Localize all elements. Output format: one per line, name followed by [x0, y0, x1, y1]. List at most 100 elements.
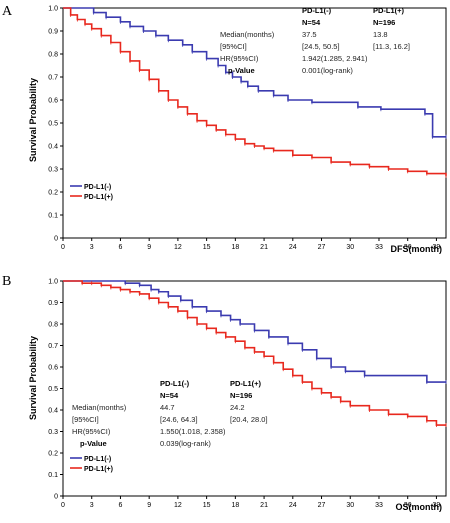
stats-a-median-label: Median(months) [220, 30, 275, 39]
panel-b-y-tick-label: 0.8 [48, 322, 58, 329]
panel-b-y-tick-label: 0.7 [48, 343, 58, 350]
stats-b-median-label: Median(months) [72, 403, 127, 412]
stats-b-n2: N=196 [230, 391, 252, 400]
panel-a-y-tick-label: 0.6 [48, 98, 58, 105]
stats-a-median1: 37.5 [302, 30, 317, 39]
panel-a-axes: 00.10.20.30.40.50.60.70.80.91.00 3 6 9 12 15 1… [48, 6, 447, 251]
panel-b-plot-frame [62, 280, 447, 497]
panel-a-x-tick-label: 6 [118, 244, 122, 251]
stats-b-p-label: p-Value [80, 439, 107, 448]
stats-a-p: 0.001(log-rank) [302, 66, 353, 75]
panel-a-y-tick-label: 0.5 [48, 121, 58, 128]
panel-a-x-tick-label: 27 [318, 244, 326, 251]
legend-b-label-neg: PD-L1(-) [84, 456, 111, 463]
panel-a-x-tick-label: 30 [346, 244, 354, 251]
panel-b-y-tick-label: 0.3 [48, 429, 58, 436]
panel-a-x-tick-label: 36 [404, 244, 412, 251]
panel-b-x-tick-label: 21 [260, 502, 268, 509]
panel-b-legend: PD-L1(-) PD-L1(+) [70, 456, 113, 473]
panel-a-x-tick-label: 39 [433, 244, 441, 251]
panel-b-x-tick-label: 9 [147, 502, 151, 509]
panel-b-y-tick-label: 1.0 [48, 279, 58, 286]
panel-a-y-tick-label: 0.1 [48, 213, 58, 220]
panel-b-x-tick-label: 24 [289, 502, 297, 509]
panel-b-x-axis-label: OS(month) [396, 502, 443, 512]
panel-b: B Survival Probability OS(month) 0 0.1 0.2… [2, 274, 447, 512]
panel-a-y-axis-label: Survival Probability [28, 78, 38, 162]
panel-b-stats-table: PD-L1(-) PD-L1(+) N=54 N=196 Median(mont… [72, 379, 268, 448]
panel-b-y-tick-label: 0.5 [48, 386, 58, 393]
panel-b-curve-pd-l1-neg [63, 280, 446, 383]
panel-a-y-tick-label: 0 [54, 236, 58, 243]
panel-b-x-tick-label: 6 [118, 502, 122, 509]
panel-a-y-tick-label: 0.9 [48, 29, 58, 36]
panel-a-x-tick-label: 18 [231, 244, 239, 251]
stats-a-median2: 13.8 [373, 30, 388, 39]
stats-b-hr-label: HR(95%CI) [72, 427, 111, 436]
legend-b-label-pos: PD-L1(+) [84, 466, 113, 473]
panel-b-x-tick-label: 36 [404, 502, 412, 509]
panel-a-x-axis-label: DFS(month) [391, 244, 443, 254]
panel-b-x-tick-label: 30 [346, 502, 354, 509]
stats-b-median2: 24.2 [230, 403, 245, 412]
panel-a-y-tick-label: 0.4 [48, 144, 58, 151]
panel-a-x-tick-label: 33 [375, 244, 383, 251]
panel-a-x-tick-label: 12 [174, 244, 182, 251]
panel-b-x-tick-label: 12 [174, 502, 182, 509]
stats-b-hr: 1.550(1.018, 2.358) [160, 427, 226, 436]
panel-b-y-tick-label: 0.1 [48, 472, 58, 479]
stats-b-median1: 44.7 [160, 403, 175, 412]
panel-a-y-tick-label: 0.3 [48, 167, 58, 174]
stats-b-ci1: [24.6, 64.3] [160, 415, 198, 424]
panel-a-label: A [2, 4, 13, 19]
stats-b-p: 0.039(log-rank) [160, 439, 211, 448]
stats-a-col2-header: PD-L1(+) [373, 6, 405, 15]
panel-a-x-tick-label: 24 [289, 244, 297, 251]
stats-a-n1: N=54 [302, 18, 321, 27]
panel-b-y-axis-label: Survival Probability [28, 336, 38, 420]
stats-a-ci-label: [95%CI] [220, 42, 247, 51]
stats-a-col1-header: PD-L1(-) [302, 6, 332, 15]
panel-b-y-tick-label: 0 [54, 494, 58, 501]
stats-b-col2-header: PD-L1(+) [230, 379, 262, 388]
panel-a-x-tick-label: 9 [147, 244, 151, 251]
panel-a-y-tick-label: 1.0 [48, 6, 58, 13]
stats-b-ci-label: [95%CI] [72, 415, 99, 424]
panel-b-y-tick-label: 0.4 [48, 408, 58, 415]
panel-b-y-tick-label: 0.9 [48, 300, 58, 307]
panel-b-x-tick-label: 0 [61, 502, 65, 509]
stats-a-ci2: [11.3, 16.2] [373, 42, 410, 51]
stats-b-ci2: [20.4, 28.0] [230, 415, 268, 424]
stats-a-n2: N=196 [373, 18, 395, 27]
legend-a-label-neg: PD-L1(-) [84, 184, 111, 191]
panel-b-curves [63, 280, 447, 428]
panel-b-x-tick-label: 27 [318, 502, 326, 509]
panel-b-x-tick-label: 39 [433, 502, 441, 509]
panel-b-axes: 00.10.20.30.40.50.60.70.80.91.00 3 6 9 12 15 1… [48, 279, 447, 509]
panel-a-x-tick-label: 0 [61, 244, 65, 251]
panel-b-y-tick-label: 0.6 [48, 365, 58, 372]
legend-a-label-pos: PD-L1(+) [84, 194, 113, 201]
panel-b-label: B [2, 274, 11, 289]
panel-b-x-tick-label: 33 [375, 502, 383, 509]
panel-a-x-tick-label: 15 [203, 244, 211, 251]
panel-b-y-tick-label: 0.2 [48, 451, 58, 458]
panel-a-curves [63, 7, 447, 178]
panel-b-x-tick-label: 3 [90, 502, 94, 509]
panel-a-y-tick-label: 0.8 [48, 52, 58, 59]
panel-b-x-tick-label: 18 [231, 502, 239, 509]
panel-a-stats-table: PD-L1(-) PD-L1(+) N=54 N=196 Median(mont… [220, 6, 410, 75]
panel-a: A Survival Probability DFS(month) 0 0.1 0.… [2, 4, 447, 254]
stats-b-n1: N=54 [160, 391, 179, 400]
panel-a-y-tick-label: 0.7 [48, 75, 58, 82]
stats-a-ci1: [24.5, 50.5] [302, 42, 340, 51]
panel-a-x-tick-label: 21 [260, 244, 268, 251]
panel-a-legend: PD-L1(-) PD-L1(+) [70, 184, 113, 201]
panel-a-x-tick-label: 3 [90, 244, 94, 251]
stats-a-hr-label: HR(95%CI) [220, 54, 259, 63]
stats-a-p-label: p-Value [228, 66, 255, 75]
stats-a-hr: 1.942(1.285, 2.941) [302, 54, 368, 63]
stats-b-col1-header: PD-L1(-) [160, 379, 190, 388]
panel-b-x-tick-label: 15 [203, 502, 211, 509]
